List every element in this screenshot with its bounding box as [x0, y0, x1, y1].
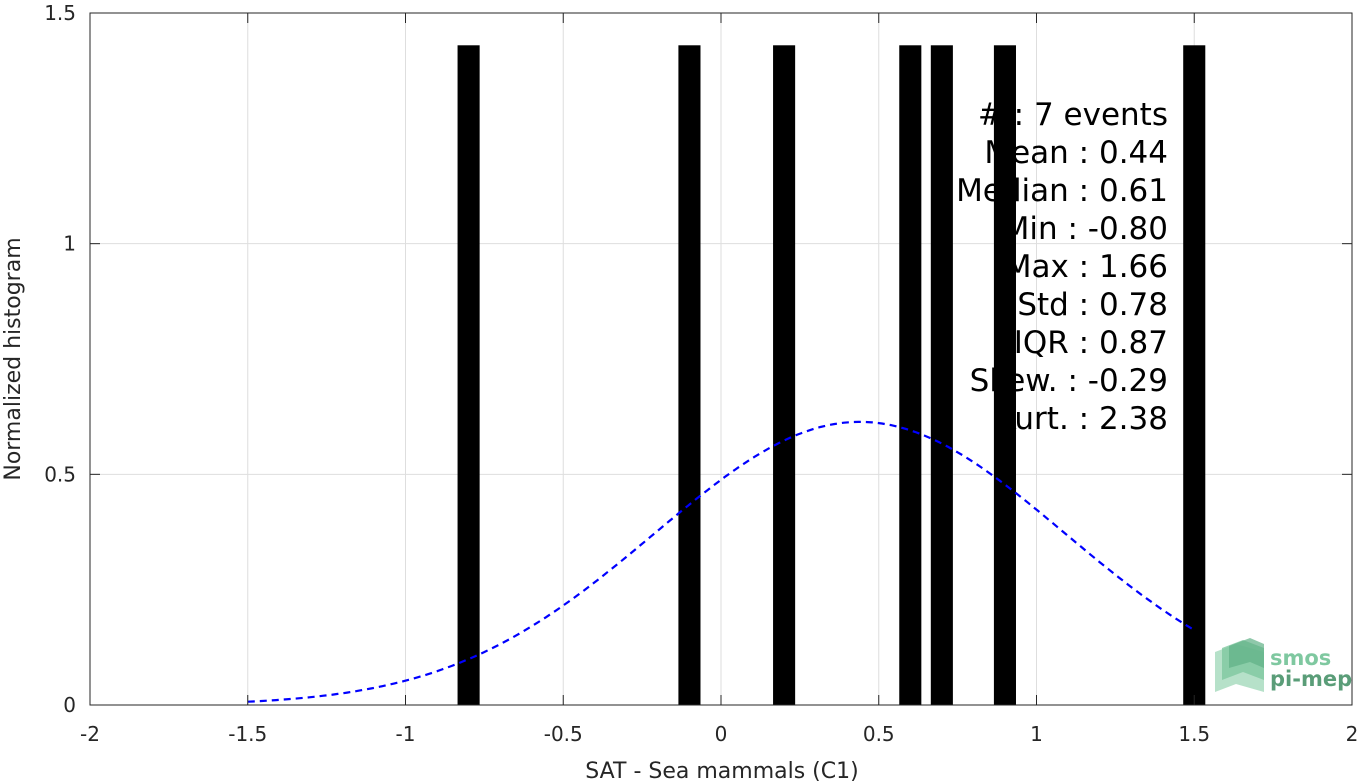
stats-line: Max : 1.66 — [1005, 249, 1168, 285]
histogram-bar — [1183, 45, 1206, 705]
fit-curve-layer — [247, 420, 1195, 703]
x-tick-label: 0.5 — [863, 722, 895, 746]
x-tick-label: 2 — [1346, 722, 1359, 746]
y-tick-label: 1.5 — [44, 1, 76, 25]
histogram-bar — [899, 45, 922, 705]
y-axis-label: Normalized histogram — [1, 237, 26, 480]
y-tick-label: 0 — [63, 693, 76, 717]
axes — [89, 12, 1353, 706]
histogram-bar — [457, 45, 480, 705]
stats-line: Skew. : -0.29 — [970, 363, 1168, 399]
histogram-bar — [773, 45, 796, 705]
logo-mark-icon — [1215, 638, 1264, 692]
x-tick-label: -1.5 — [228, 722, 267, 746]
logo-text-smos: smos — [1270, 646, 1331, 670]
logo-text-pi-mep: pi-mep — [1270, 667, 1352, 691]
histogram-bar — [993, 45, 1016, 705]
stats-line: # : 7 events — [978, 97, 1168, 133]
stats-line: Std : 0.78 — [1017, 287, 1168, 323]
x-tick-label: -2 — [80, 722, 100, 746]
stats-line: IQR : 0.87 — [1014, 325, 1168, 361]
stats-line: Median : 0.61 — [956, 173, 1168, 209]
x-axis-label: SAT - Sea mammals (C1) — [585, 759, 858, 784]
y-tick-label: 1 — [63, 232, 76, 256]
stats-line: Min : -0.80 — [1003, 211, 1168, 247]
x-tick-label: -0.5 — [544, 722, 583, 746]
smos-pi-mep-logo: smos pi-mep — [1215, 638, 1352, 692]
histogram-bar — [678, 45, 701, 705]
y-tick-label: 0.5 — [44, 462, 76, 486]
stats-line: Mean : 0.44 — [984, 135, 1168, 171]
x-tick-label: 1 — [1030, 722, 1043, 746]
stats-line: Kurt. : 2.38 — [996, 401, 1168, 437]
x-tick-label: 1.5 — [1178, 722, 1210, 746]
tick-labels: -2 -1.5 -1 -0.5 0 0.5 1 1.5 2 0 0.5 1 1.5 — [44, 1, 1358, 746]
histogram-bars — [457, 45, 1206, 705]
normal-fit-curve — [247, 420, 1195, 703]
x-tick-label: 0 — [715, 722, 728, 746]
histogram-bar — [930, 45, 953, 705]
x-tick-label: -1 — [396, 722, 416, 746]
